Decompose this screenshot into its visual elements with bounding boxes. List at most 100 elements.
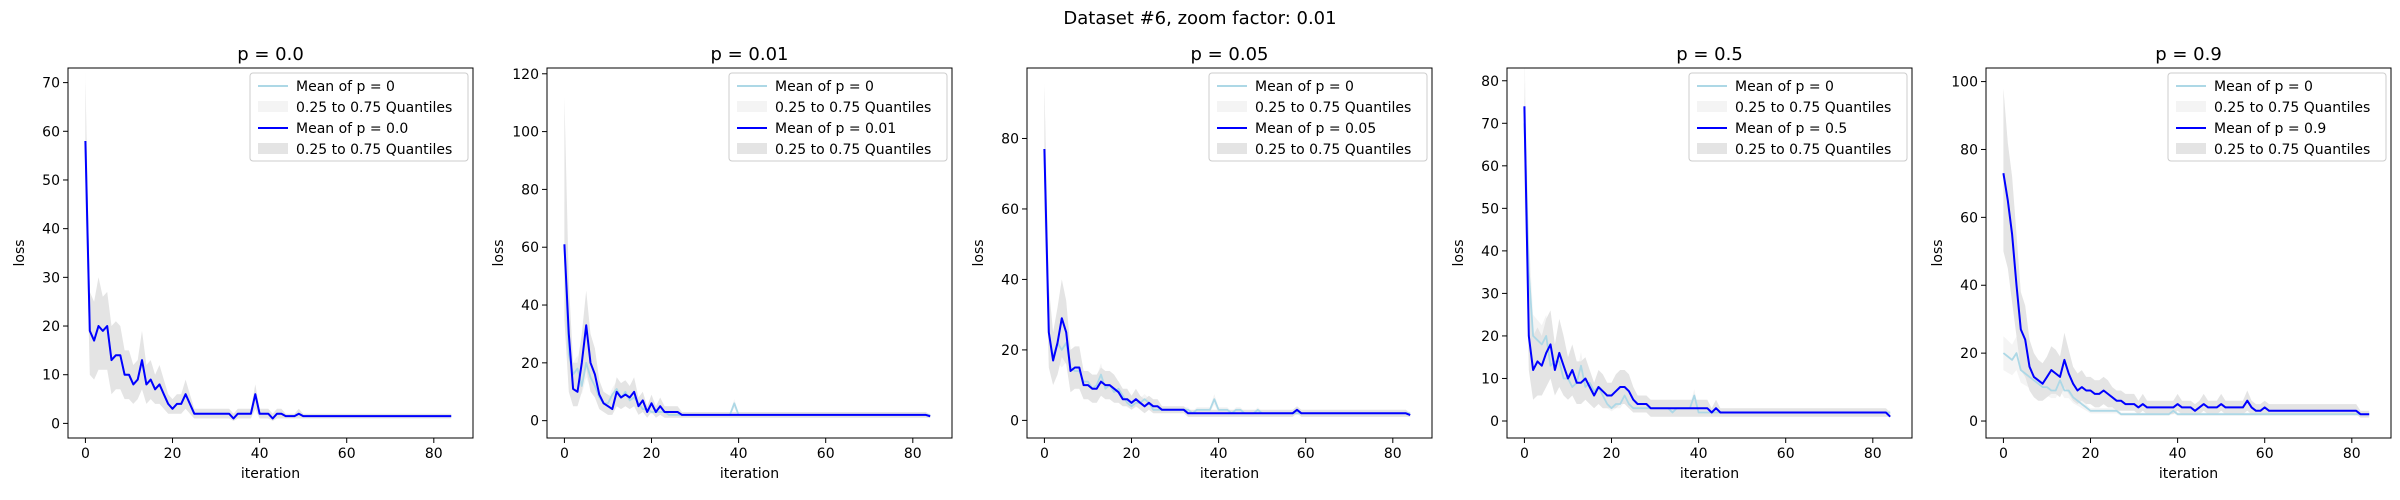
y-tick-label: 0: [1490, 414, 1499, 430]
x-axis-label: iteration: [1200, 466, 1259, 482]
mean-line: [563, 244, 931, 418]
legend-label: Mean of p = 0: [2214, 79, 2313, 95]
y-tick-label: 70: [42, 76, 60, 92]
y-axis-label: loss: [1930, 239, 1946, 266]
legend-box: [1688, 72, 1908, 162]
y-tick-label: 0: [530, 414, 539, 430]
legend-label: 0.25 to 0.75 Quantiles: [2214, 142, 2370, 158]
mean-line: [84, 140, 452, 420]
x-tick-label: 60: [1777, 446, 1795, 462]
subplot-title: p = 0.9: [2155, 44, 2222, 65]
x-tick-label: 0: [81, 446, 90, 462]
y-tick-label: 50: [42, 173, 60, 189]
legend-label: Mean of p = 0: [775, 79, 874, 95]
y-tick-label: 40: [42, 222, 60, 238]
x-tick-label: 40: [2169, 446, 2187, 462]
legend-swatch-patch: [1697, 101, 1727, 112]
x-tick-label: 0: [1999, 446, 2008, 462]
y-tick-label: 20: [1960, 346, 1978, 362]
quantile-band: [1524, 80, 1891, 417]
y-tick-label: 0: [1010, 413, 1019, 429]
plot-area: [2002, 88, 2370, 418]
subplot-title: p = 0.01: [710, 44, 788, 65]
legend-label: 0.25 to 0.75 Quantiles: [2214, 100, 2370, 116]
y-tick-label: 40: [1481, 244, 1499, 260]
plot-area: [1043, 81, 1411, 417]
legend: Mean of p = 0 0.25 to 0.75 Quantiles Mean …: [2167, 72, 2387, 162]
mean-line: [1523, 106, 1891, 418]
axes-frame: [1026, 67, 1433, 439]
x-axis-label: iteration: [1680, 466, 1739, 482]
baseline-mean-line: [2002, 352, 2370, 416]
legend-swatch-patch: [1217, 101, 1247, 112]
y-axis-label: loss: [12, 239, 28, 266]
legend: Mean of p = 0 0.25 to 0.75 Quantiles Mean …: [249, 72, 469, 162]
y-tick-label: 20: [521, 356, 539, 372]
y-tick-label: 70: [1481, 116, 1499, 132]
y-tick-label: 60: [1481, 159, 1499, 175]
mean-line: [2002, 173, 2370, 416]
y-tick-label: 30: [1481, 286, 1499, 302]
subplot-title: p = 0.05: [1190, 44, 1268, 65]
subplot: p = 0.5 0 20 40 60 80 0 10 20 30 40 50 60 70 80 iterati…: [1451, 44, 1913, 482]
plot-area: [1523, 68, 1891, 418]
subplot: p = 0.05 0 20 40 60 80 0 20 40 60 80 iteration loss M…: [971, 44, 1433, 482]
figure-suptitle: Dataset #6, zoom factor: 0.01: [1063, 8, 1336, 29]
legend-swatch-patch: [1697, 143, 1727, 154]
y-axis-label: loss: [1451, 239, 1467, 266]
y-tick-label: 80: [1960, 142, 1978, 158]
x-tick-label: 60: [817, 446, 835, 462]
plot-area: [563, 96, 931, 418]
x-tick-label: 60: [1297, 446, 1315, 462]
mean-line: [1043, 148, 1411, 417]
y-tick-label: 40: [521, 298, 539, 314]
x-tick-label: 40: [730, 446, 748, 462]
x-tick-label: 80: [2343, 446, 2361, 462]
legend-label: Mean of p = 0.05: [1255, 121, 1376, 137]
legend-label: Mean of p = 0.5: [1735, 121, 1847, 137]
legend-label: Mean of p = 0.0: [296, 121, 408, 137]
legend-label: 0.25 to 0.75 Quantiles: [1255, 100, 1411, 116]
legend-box: [1208, 72, 1428, 162]
legend: Mean of p = 0 0.25 to 0.75 Quantiles Mean …: [1208, 72, 1428, 162]
legend-label: Mean of p = 0: [296, 79, 395, 95]
legend-label: Mean of p = 0.9: [2214, 121, 2326, 137]
legend-box: [728, 72, 948, 162]
x-tick-label: 80: [904, 446, 922, 462]
quantile-band: [564, 96, 931, 418]
y-tick-label: 60: [42, 124, 60, 140]
x-tick-label: 20: [1123, 446, 1141, 462]
y-tick-label: 40: [1001, 272, 1019, 288]
legend: Mean of p = 0 0.25 to 0.75 Quantiles Mean …: [1688, 72, 1908, 162]
x-tick-label: 40: [1210, 446, 1228, 462]
y-tick-label: 10: [42, 368, 60, 384]
legend-label: Mean of p = 0.01: [775, 121, 896, 137]
quantile-band: [1044, 85, 1411, 417]
x-tick-label: 0: [560, 446, 569, 462]
x-tick-label: 20: [643, 446, 661, 462]
y-axis-label: loss: [491, 239, 507, 266]
x-tick-label: 40: [251, 446, 269, 462]
y-axis-label: loss: [971, 239, 987, 266]
legend-label: 0.25 to 0.75 Quantiles: [296, 142, 452, 158]
x-tick-label: 20: [1603, 446, 1621, 462]
legend-swatch-patch: [258, 143, 288, 154]
y-tick-label: 60: [521, 240, 539, 256]
subplot-title: p = 0.5: [1676, 44, 1743, 65]
x-axis-label: iteration: [2159, 466, 2218, 482]
plot-area: [84, 70, 452, 421]
y-tick-label: 10: [1481, 371, 1499, 387]
legend-label: 0.25 to 0.75 Quantiles: [1735, 100, 1891, 116]
x-tick-label: 80: [1864, 446, 1882, 462]
y-tick-label: 20: [42, 319, 60, 335]
x-tick-label: 20: [2082, 446, 2100, 462]
x-tick-label: 40: [1690, 446, 1708, 462]
subplot: p = 0.01 0 20 40 60 80 0 20 40 60 80 100 120 iteratio…: [491, 44, 953, 482]
legend-swatch-patch: [258, 101, 288, 112]
x-axis-label: iteration: [241, 466, 300, 482]
y-tick-label: 100: [1951, 75, 1978, 91]
legend-label: 0.25 to 0.75 Quantiles: [1735, 142, 1891, 158]
y-tick-label: 100: [512, 125, 539, 141]
legend-label: 0.25 to 0.75 Quantiles: [1255, 142, 1411, 158]
